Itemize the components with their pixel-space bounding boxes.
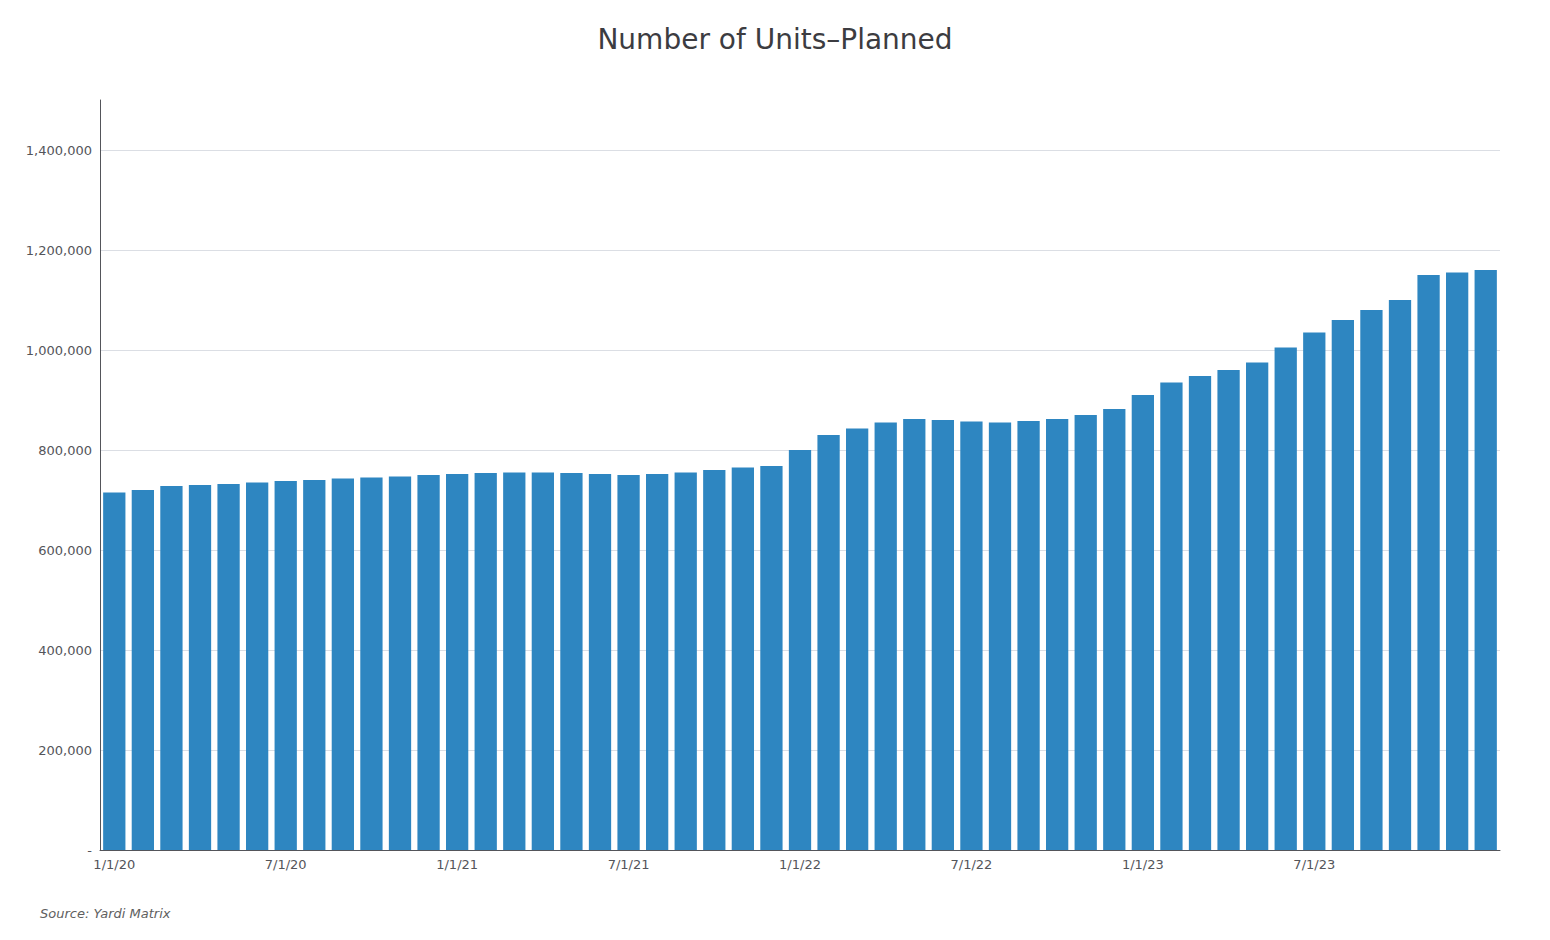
- svg-text:1,000,000: 1,000,000: [26, 343, 92, 358]
- svg-text:1/1/20: 1/1/20: [93, 857, 135, 872]
- svg-text:800,000: 800,000: [38, 443, 92, 458]
- svg-text:7/1/21: 7/1/21: [608, 857, 650, 872]
- svg-text:Number of Units–Planned: Number of Units–Planned: [597, 23, 952, 56]
- svg-text:1/1/22: 1/1/22: [779, 857, 821, 872]
- svg-text:400,000: 400,000: [38, 643, 92, 658]
- svg-text:200,000: 200,000: [38, 743, 92, 758]
- svg-text:1,200,000: 1,200,000: [26, 243, 92, 258]
- svg-text:1,400,000: 1,400,000: [26, 143, 92, 158]
- svg-text:Source: Yardi Matrix: Source: Yardi Matrix: [40, 906, 171, 921]
- svg-text:-: -: [87, 843, 92, 858]
- svg-text:1/1/23: 1/1/23: [1122, 857, 1164, 872]
- svg-text:1/1/21: 1/1/21: [436, 857, 478, 872]
- svg-text:7/1/22: 7/1/22: [951, 857, 993, 872]
- svg-text:7/1/23: 7/1/23: [1293, 857, 1335, 872]
- svg-text:7/1/20: 7/1/20: [265, 857, 307, 872]
- svg-text:600,000: 600,000: [38, 543, 92, 558]
